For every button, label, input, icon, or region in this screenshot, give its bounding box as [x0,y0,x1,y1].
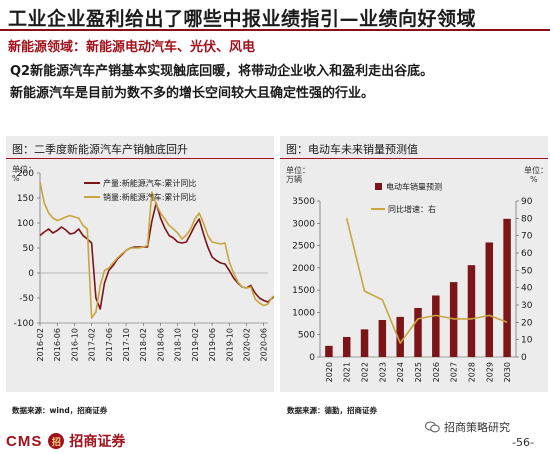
brand-name: 招商证券 [69,434,126,450]
right-y2-tick-label: 80 [521,214,533,224]
growth-rate-line [345,218,508,344]
left-x-tick-label: 2017-02 [88,328,97,361]
left-series-line-2 [39,181,274,319]
left-x-tick-label: 2018-02 [139,328,148,361]
left-chart-panel: 图：二季度新能源汽车产销触底回升 单位：% -100 -50 0 50 100 150 200… [6,136,274,392]
right-y-tick-label: 3500 [292,197,315,207]
right-y2-tick-label: 50 [521,266,533,276]
forecast-bar [360,329,369,357]
left-x-tick-label: 2016-02 [36,328,45,361]
right-x-tick-label: 2025 [414,362,423,382]
left-x-tick-label: 2018-06 [156,328,165,361]
right-y2-tick-label: 70 [521,232,533,242]
forecast-bar [396,316,404,357]
left-x-tick-label: 2017-10 [122,328,131,361]
right-x-tick-label: 2029 [485,362,494,382]
right-y-tick-label: 2500 [292,242,315,252]
title-divider [0,29,550,31]
left-y-tick-label: -50 [19,294,34,304]
left-x-tick-label: 2019-10 [225,328,234,361]
left-x-tick-label: 2018-10 [174,328,183,361]
right-y-tick-label: 0 [309,353,315,363]
left-unit-value: % [12,174,20,183]
right-y-tick-label: 1000 [292,308,315,318]
right-legend-swatch-1 [375,183,382,190]
right-y-tick-label: 2000 [292,264,315,274]
wechat-account-name: 招商策略研究 [444,421,510,434]
right-chart-source: 数据来源：德勤，招商证券 [287,406,377,415]
left-y-tick-label: 150 [17,194,34,204]
right-y2-tick-label: 0 [521,353,527,363]
forecast-bar [342,336,351,357]
section-subtitle: 新能源领域：新能源电动汽车、光伏、风电 [8,40,256,55]
right-y2-tick-label: 40 [521,284,533,294]
right-y-tick-label: 3000 [292,219,315,229]
right-chart-title: 图：电动车未来销量预测值 [286,143,418,156]
brand-seal-icon: 招 [48,433,65,449]
left-x-tick-label: 2020-02 [242,328,251,361]
wechat-icon [425,421,440,433]
page-title: 工业企业盈利给出了哪些中报业绩指引—业绩向好领域 [8,8,477,30]
forecast-bar [503,218,511,357]
left-legend-label-2: 销量:新能源汽车:累计同比 [103,192,196,202]
right-y2-tick-label: 60 [521,249,533,259]
left-legend-label-1: 产量:新能源汽车:累计同比 [103,178,196,188]
left-chart-title: 图：二季度新能源汽车产销触底回升 [12,143,188,156]
left-x-tick-label: 2019-02 [191,328,200,361]
right-x-tick-label: 2022 [361,362,370,382]
right-y-tick-label: 500 [298,331,315,341]
forecast-bar [432,295,440,357]
ev-production-sales-chart: 单位：% -100 -50 0 50 100 150 200 2016-02 2016-06 201… [12,164,274,361]
left-x-tick-label: 2016-06 [53,328,62,361]
right-x-tick-label: 2030 [503,362,512,382]
right-right-unit-label: 单位： [524,165,548,175]
left-y-tick-label: 50 [23,244,35,254]
forecast-bar [325,345,333,357]
right-legend-label-2: 同比增速：右 [388,204,436,214]
right-x-tick-label: 2026 [432,362,441,382]
left-x-tick-label: 2020-06 [260,328,269,361]
left-y-tick-label: 200 [17,169,34,179]
right-y-tick-label: 1500 [292,286,315,296]
left-x-tick-label: 2017-06 [105,328,114,361]
right-left-unit-label: 单位： [286,165,310,175]
right-left-unit-value: 万辆 [286,174,302,184]
left-y-tick-label: 100 [17,219,34,229]
left-y-tick-label: -100 [14,319,35,329]
right-y2-tick-label: 10 [521,336,533,346]
forecast-bar [378,320,387,357]
right-x-tick-label: 2028 [467,362,476,382]
left-unit-label: 单位： [12,164,36,174]
left-chart-source: 数据来源：wind，招商证券 [12,406,108,415]
left-chart-divider [6,158,274,159]
left-x-tick-label: 2019-06 [208,328,217,361]
page-number: -56- [512,436,534,449]
brand-latin: CMS [6,432,43,450]
right-right-unit-value: % [530,175,538,184]
left-series-line-1 [39,202,274,310]
body-line-2: 新能源汽车是目前为数不多的增长空间较大且确定性强的行业。 [10,86,375,101]
body-line-1: Q2新能源汽车产销基本实现触底回暖，将带动企业收入和盈利走出谷底。 [10,64,434,79]
right-chart-panel: 图：电动车未来销量预测值 单位： 万辆 单位：% 0 500 1000 1500 2000 25… [280,136,548,392]
right-x-tick-label: 2020 [325,362,334,382]
left-x-tick-label: 2016-10 [70,328,79,361]
ev-sales-forecast-chart: 单位：万辆单位：%0500100015002000250030003500010… [286,165,548,382]
right-y2-tick-label: 30 [521,301,533,311]
wechat-watermark: 招商策略研究 [425,419,510,435]
right-chart-divider [280,158,548,159]
right-x-tick-label: 2024 [396,362,405,382]
forecast-bar [467,265,476,357]
right-x-tick-label: 2023 [378,362,387,382]
right-x-tick-label: 2021 [343,362,352,382]
right-y2-tick-label: 20 [521,318,533,328]
forecast-bar [414,307,422,357]
left-y-tick-label: 0 [28,269,34,279]
right-legend-label-1: 电动车销量预测 [386,182,442,192]
brand-logo: CMS 招 招商证券 [6,432,126,451]
right-y2-tick-label: 90 [521,197,533,207]
right-x-tick-label: 2027 [450,362,459,382]
forecast-bar [485,242,494,357]
